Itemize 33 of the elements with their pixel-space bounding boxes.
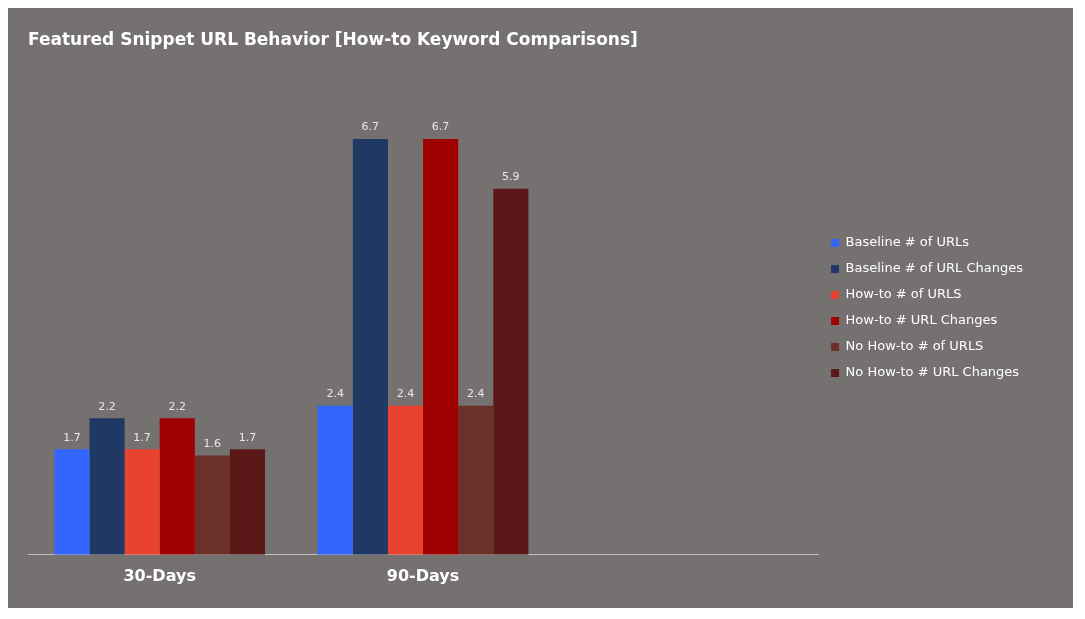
bar [493, 188, 529, 555]
legend-label: No How-to # URL Changes [845, 364, 1020, 380]
legend-label: No How-to # of URLS [845, 338, 984, 354]
bar [387, 405, 424, 555]
data-label: 2.2 [168, 399, 186, 413]
bar [159, 418, 195, 555]
data-label: 2.2 [98, 399, 116, 413]
bar [229, 449, 266, 555]
data-label: 2.4 [466, 387, 485, 401]
bar [124, 449, 160, 555]
legend-label: How-to # URL Changes [845, 312, 998, 328]
data-label: 2.4 [326, 387, 345, 401]
data-label: 2.4 [396, 387, 415, 401]
data-label: 6.7 [431, 120, 450, 134]
bar [352, 139, 388, 555]
data-label: 1.6 [203, 436, 222, 450]
x-tick-label: 90-Days [386, 565, 460, 585]
legend-label: Baseline # of URL Changes [845, 260, 1024, 276]
bar [317, 405, 353, 555]
legend-label: Baseline # of URLs [845, 234, 970, 250]
bar [194, 455, 230, 555]
data-label: 1.7 [238, 430, 257, 444]
bar [423, 139, 459, 555]
data-label: 5.9 [502, 170, 520, 184]
data-label: 1.7 [133, 430, 151, 444]
legend-label: How-to # of URLS [845, 286, 962, 302]
bar [458, 405, 494, 555]
bar [89, 418, 125, 555]
x-tick-label: 30-Days [123, 565, 196, 585]
data-label: 1.7 [63, 430, 81, 444]
chart-title: Featured Snippet URL Behavior [How-to Keyword Comparisons] [28, 28, 638, 49]
bar [54, 449, 90, 555]
data-label: 6.7 [361, 120, 380, 134]
